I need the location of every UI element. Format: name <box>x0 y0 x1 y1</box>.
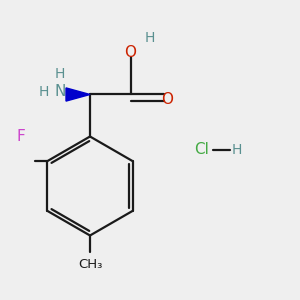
Text: H: H <box>38 85 49 98</box>
Text: Cl: Cl <box>194 142 209 158</box>
Text: O: O <box>161 92 173 106</box>
Text: N: N <box>54 84 66 99</box>
Text: CH₃: CH₃ <box>78 257 102 271</box>
Text: O: O <box>124 45 136 60</box>
Text: F: F <box>16 129 25 144</box>
Text: H: H <box>231 143 242 157</box>
Text: H: H <box>145 31 155 44</box>
Text: H: H <box>55 67 65 80</box>
Polygon shape <box>66 88 90 101</box>
